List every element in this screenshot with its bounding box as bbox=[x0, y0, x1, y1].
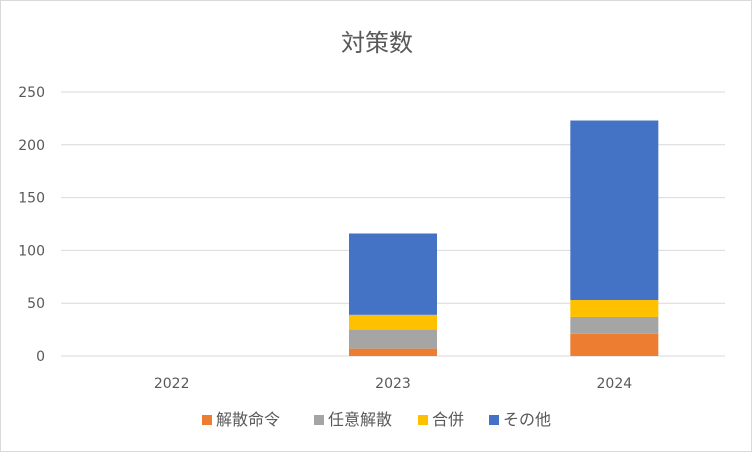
x-tick-label: 2022 bbox=[154, 376, 190, 392]
y-tick-label: 150 bbox=[18, 191, 45, 207]
y-tick-label: 50 bbox=[27, 296, 45, 312]
bar-2024-0 bbox=[570, 333, 659, 356]
bar-2023-0 bbox=[349, 348, 437, 356]
y-axis-ticks: 0 50 100 150 200 250 bbox=[18, 85, 45, 365]
y-tick-label: 0 bbox=[36, 349, 45, 365]
bars bbox=[349, 120, 659, 356]
legend: 解散命令 任意解散 合併 その他 bbox=[202, 410, 551, 429]
y-tick-label: 100 bbox=[18, 243, 45, 259]
bar-2024-1 bbox=[570, 316, 659, 334]
bar-2024-2 bbox=[570, 300, 659, 317]
legend-label: 合併 bbox=[432, 410, 464, 429]
legend-label: 任意解散 bbox=[328, 410, 392, 429]
legend-swatch bbox=[314, 415, 324, 425]
bar-2023-2 bbox=[349, 314, 437, 330]
legend-swatch bbox=[202, 415, 212, 425]
chart-title: 対策数 bbox=[341, 29, 413, 57]
bar-2023-3 bbox=[349, 233, 437, 315]
legend-swatch bbox=[489, 415, 499, 425]
y-tick-label: 200 bbox=[18, 138, 45, 154]
legend-swatch bbox=[418, 415, 428, 425]
y-tick-label: 250 bbox=[18, 85, 45, 101]
legend-label: その他 bbox=[503, 410, 551, 429]
x-tick-label: 2024 bbox=[597, 376, 633, 392]
x-axis-ticks: 2022 2023 2024 bbox=[154, 376, 632, 392]
legend-label: 解散命令 bbox=[216, 410, 280, 429]
bar-2024-3 bbox=[570, 120, 659, 301]
x-tick-label: 2023 bbox=[375, 376, 411, 392]
bar-2023-1 bbox=[349, 329, 437, 349]
